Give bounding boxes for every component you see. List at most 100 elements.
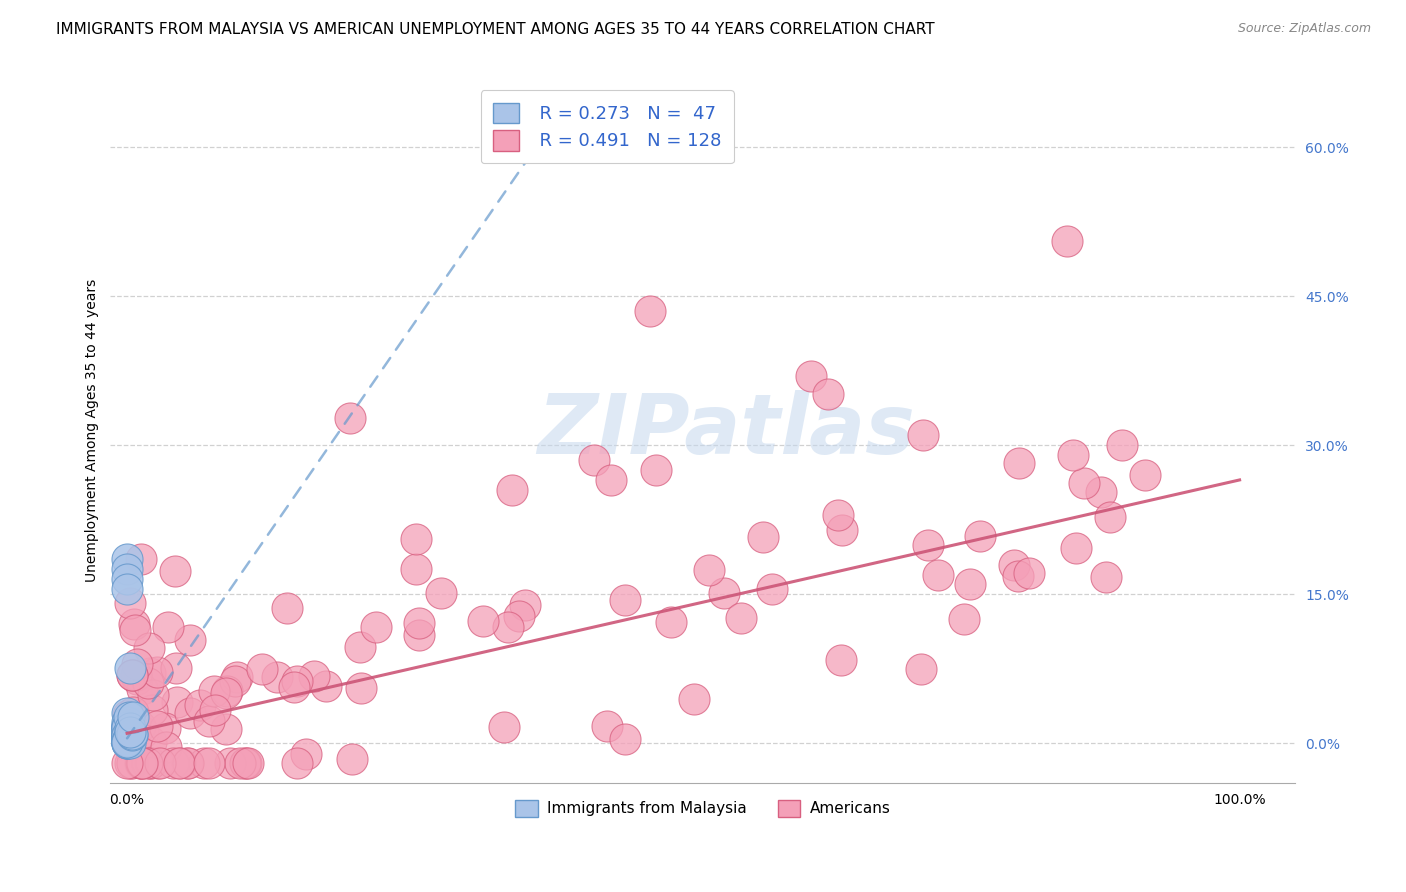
Point: [713, 586, 735, 600]
Point: [1008, 456, 1031, 470]
Point: [1062, 448, 1084, 462]
Point: [129, 719, 152, 733]
Point: [115, 724, 138, 739]
Point: [118, 724, 141, 739]
Point: [215, 684, 238, 698]
Point: [350, 681, 373, 696]
Point: [139, 666, 162, 681]
Point: [831, 524, 853, 538]
Point: [117, 733, 139, 747]
Point: [115, 735, 138, 749]
Point: [139, 756, 162, 771]
Point: [156, 620, 179, 634]
Point: [165, 661, 187, 675]
Point: [121, 668, 143, 682]
Point: [115, 720, 138, 734]
Point: [285, 673, 308, 688]
Point: [115, 730, 138, 744]
Point: [1018, 566, 1040, 580]
Point: [115, 732, 138, 747]
Point: [115, 725, 138, 739]
Point: [115, 572, 138, 586]
Point: [155, 740, 177, 755]
Point: [142, 688, 165, 702]
Point: [408, 628, 430, 642]
Point: [471, 615, 494, 629]
Point: [405, 533, 427, 547]
Point: [125, 668, 148, 682]
Point: [349, 640, 371, 654]
Point: [1002, 558, 1025, 573]
Point: [162, 756, 184, 771]
Point: [153, 721, 176, 735]
Point: [141, 734, 163, 748]
Point: [118, 736, 141, 750]
Point: [830, 653, 852, 667]
Point: [121, 728, 143, 742]
Point: [1095, 570, 1118, 584]
Point: [141, 703, 163, 717]
Point: [115, 729, 138, 743]
Point: [115, 562, 138, 576]
Point: [1073, 475, 1095, 490]
Point: [118, 710, 141, 724]
Point: [131, 682, 153, 697]
Point: [1007, 569, 1029, 583]
Point: [118, 734, 141, 748]
Point: [752, 530, 775, 544]
Point: [131, 756, 153, 771]
Point: [508, 608, 530, 623]
Point: [1064, 541, 1087, 556]
Point: [638, 304, 661, 318]
Point: [283, 680, 305, 694]
Point: [496, 620, 519, 634]
Point: [817, 387, 839, 401]
Point: [129, 552, 152, 566]
Text: ZIPatlas: ZIPatlas: [537, 390, 915, 471]
Point: [614, 592, 637, 607]
Point: [927, 568, 949, 582]
Point: [1056, 235, 1078, 249]
Point: [115, 720, 138, 734]
Point: [115, 732, 138, 747]
Point: [117, 756, 139, 771]
Point: [166, 695, 188, 709]
Point: [827, 508, 849, 522]
Y-axis label: Unemployment Among Ages 35 to 44 years: Unemployment Among Ages 35 to 44 years: [86, 278, 100, 582]
Point: [115, 731, 138, 746]
Point: [613, 731, 636, 746]
Point: [501, 483, 523, 497]
Point: [117, 708, 139, 723]
Point: [115, 735, 138, 749]
Point: [959, 576, 981, 591]
Point: [229, 756, 252, 771]
Point: [115, 734, 138, 748]
Point: [120, 596, 142, 610]
Point: [115, 736, 138, 750]
Point: [141, 756, 163, 771]
Point: [238, 756, 260, 771]
Point: [226, 670, 249, 684]
Point: [198, 714, 221, 728]
Point: [953, 612, 976, 626]
Point: [202, 684, 225, 698]
Point: [115, 727, 138, 741]
Point: [121, 667, 143, 681]
Point: [177, 756, 200, 771]
Point: [233, 756, 256, 771]
Point: [115, 727, 138, 741]
Point: [235, 756, 257, 771]
Point: [117, 731, 139, 746]
Point: [1111, 438, 1133, 452]
Point: [697, 563, 720, 577]
Point: [115, 706, 138, 721]
Point: [276, 601, 298, 615]
Point: [115, 732, 138, 747]
Point: [121, 726, 143, 740]
Point: [122, 705, 145, 719]
Point: [911, 428, 934, 442]
Point: [138, 640, 160, 655]
Point: [122, 617, 145, 632]
Point: [118, 730, 141, 744]
Point: [513, 598, 536, 612]
